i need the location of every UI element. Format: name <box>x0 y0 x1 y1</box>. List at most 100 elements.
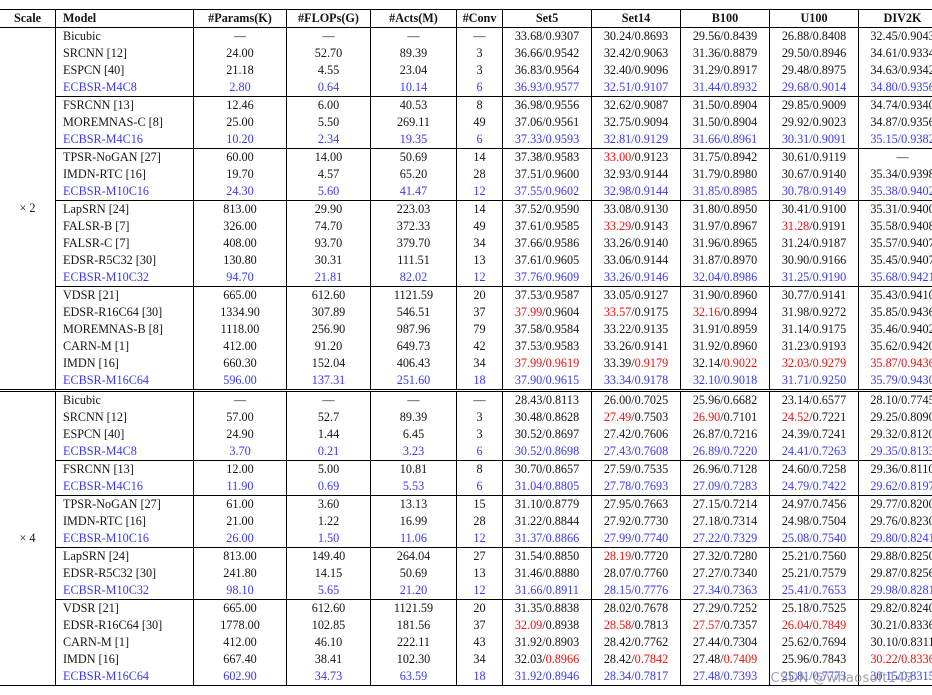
ssim-value: 0.9140 <box>813 167 847 181</box>
cell-flops: 152.04 <box>287 355 371 372</box>
ssim-value: 0.8311 <box>901 635 932 649</box>
cell-set14: 33.22/0.9135 <box>592 321 681 338</box>
cell-set14: 33.00/0.9123 <box>592 149 681 167</box>
cell-model: FALSR-B [7] <box>56 218 194 235</box>
cell-div2k: 34.80/0.9356 <box>859 79 932 97</box>
cell-conv: 14 <box>457 149 503 167</box>
cell-flops: 34.73 <box>287 668 371 686</box>
psnr-value: 37.66 <box>515 236 542 250</box>
psnr-value: 29.88 <box>870 549 897 563</box>
psnr-value: 29.92 <box>782 115 809 129</box>
psnr-value: 31.50 <box>693 98 720 112</box>
psnr-value: 27.34 <box>693 583 720 597</box>
col-header-set5: Set5 <box>503 10 592 28</box>
psnr-value: 31.92 <box>515 669 542 683</box>
cell-model: ECBSR-M10C16 <box>56 183 194 201</box>
ssim-value: 0.8975 <box>813 63 847 77</box>
psnr-value: 35.31 <box>870 202 897 216</box>
psnr-value: 34.80 <box>870 80 897 94</box>
cell-conv: 6 <box>457 131 503 149</box>
ssim-value: 0.7535 <box>635 462 669 476</box>
cell-acts: 251.60 <box>371 372 457 391</box>
cell-u100: 31.14/0.9175 <box>770 321 859 338</box>
cell-b100: 27.29/0.7252 <box>681 600 770 618</box>
cell-params: 11.90 <box>194 478 287 496</box>
cell-div2k: 35.85/0.9436 <box>859 304 932 321</box>
psnr-value: 31.24 <box>782 236 809 250</box>
cell-params: 57.00 <box>194 409 287 426</box>
cell-div2k: 29.80/0.8241 <box>859 530 932 548</box>
cell-b100: 27.22/0.7329 <box>681 530 770 548</box>
ssim-value: 0.7252 <box>724 601 758 615</box>
cell-u100: 29.48/0.8975 <box>770 62 859 79</box>
psnr-value: 31.54 <box>515 549 542 563</box>
cell-set14: 33.26/0.9140 <box>592 235 681 252</box>
cell-conv: 37 <box>457 617 503 634</box>
psnr-value: 29.98 <box>870 583 897 597</box>
ssim-value: 0.8240 <box>901 601 932 615</box>
cell-b100: 27.57/0.7357 <box>681 617 770 634</box>
cell-conv: 34 <box>457 355 503 372</box>
psnr-value: 29.76 <box>870 514 897 528</box>
ssim-value: 0.9166 <box>813 253 847 267</box>
ssim-value: 0.9586 <box>546 236 580 250</box>
psnr-value: 36.83 <box>515 63 542 77</box>
cell-acts: 264.04 <box>371 548 457 566</box>
cell-model: LapSRN [24] <box>56 548 194 566</box>
cell-div2k: 29.36/0.8110 <box>859 461 932 479</box>
ssim-value: 0.8408 <box>813 29 847 43</box>
ssim-value: 0.7363 <box>724 583 758 597</box>
ssim-value: 0.9583 <box>546 339 580 353</box>
ssim-value: 0.8838 <box>546 601 580 615</box>
psnr-value: 33.34 <box>604 373 631 387</box>
cell-set5: 28.43/0.8113 <box>503 391 592 410</box>
ssim-value: 0.7608 <box>635 444 669 458</box>
psnr-value: 29.62 <box>870 479 897 493</box>
cell-set5: 31.22/0.8844 <box>503 513 592 530</box>
cell-set5: 33.68/0.9307 <box>503 28 592 46</box>
cell-model: MOREMNAS-C [8] <box>56 114 194 131</box>
psnr-value: 29.56 <box>693 29 720 43</box>
ssim-value: 0.9179 <box>635 356 669 370</box>
cell-model: EDSR-R5C32 [30] <box>56 565 194 582</box>
psnr-value: 27.32 <box>693 549 720 563</box>
cell-acts: 1121.59 <box>371 600 457 618</box>
psnr-value: 25.18 <box>782 601 809 615</box>
cell-acts: 16.99 <box>371 513 457 530</box>
ssim-value: 0.9178 <box>635 373 669 387</box>
cell-b100: 31.44/0.8932 <box>681 79 770 97</box>
ssim-value: 0.7843 <box>813 652 847 666</box>
psnr-value: 31.98 <box>782 305 809 319</box>
col-header-acts: #Acts(M) <box>371 10 457 28</box>
ssim-value: 0.7025 <box>635 393 669 407</box>
ssim-value: 0.7393 <box>724 669 758 683</box>
psnr-value: 33.57 <box>604 305 631 319</box>
cell-acts: 21.20 <box>371 582 457 600</box>
cell-set14: 30.24/0.8693 <box>592 28 681 46</box>
ssim-value: 0.7357 <box>724 618 758 632</box>
cell-div2k: 35.79/0.9430 <box>859 372 932 391</box>
ssim-value: 0.8946 <box>546 669 580 683</box>
cell-params: 1778.00 <box>194 617 287 634</box>
cell-b100: 31.92/0.8960 <box>681 338 770 355</box>
cell-set14: 32.93/0.9144 <box>592 166 681 183</box>
psnr-value: 31.91 <box>693 322 720 336</box>
ssim-value: 0.7678 <box>635 601 669 615</box>
col-header-params: #Params(K) <box>194 10 287 28</box>
psnr-value: 33.26 <box>604 339 631 353</box>
psnr-value: 36.66 <box>515 46 542 60</box>
ssim-value: 0.7720 <box>635 549 669 563</box>
cell-conv: 49 <box>457 114 503 131</box>
psnr-value: 32.03 <box>782 356 809 370</box>
cell-conv: 8 <box>457 461 503 479</box>
cell-b100: 31.80/0.8950 <box>681 201 770 219</box>
cell-u100: 30.41/0.9100 <box>770 201 859 219</box>
psnr-value: 29.50 <box>782 46 809 60</box>
